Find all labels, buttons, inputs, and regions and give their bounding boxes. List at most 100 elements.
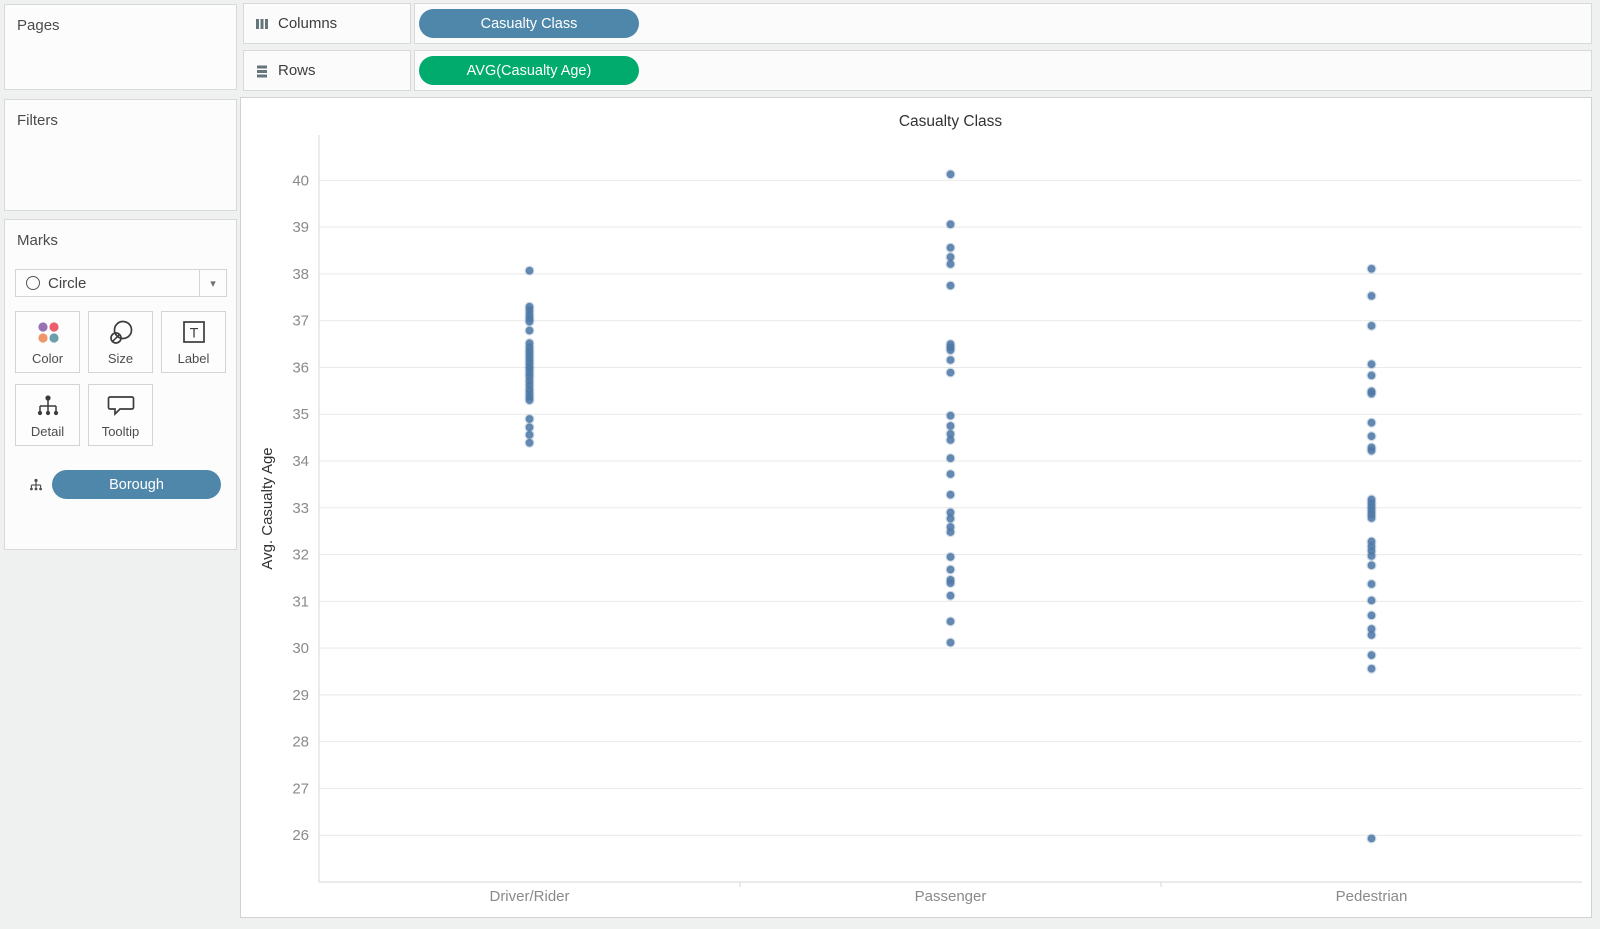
data-point[interactable] (945, 513, 956, 524)
data-point[interactable] (524, 437, 535, 448)
data-point[interactable] (945, 242, 956, 253)
y-tick-label: 27 (292, 780, 309, 797)
data-point[interactable] (945, 434, 956, 445)
data-point[interactable] (945, 527, 956, 538)
avg-casualty-age-pill[interactable]: AVG(Casualty Age) (419, 56, 639, 85)
data-point[interactable] (1366, 513, 1377, 524)
data-point[interactable] (1366, 431, 1377, 442)
rows-shelf-text: Rows (278, 62, 316, 79)
data-point[interactable] (945, 637, 956, 648)
data-point[interactable] (1366, 650, 1377, 661)
y-tick-label: 32 (292, 547, 309, 564)
y-tick-label: 36 (292, 359, 309, 376)
color-button-label: Color (31, 351, 64, 366)
label-t-icon: T (182, 321, 205, 343)
columns-shelf-text: Columns (278, 15, 338, 32)
borough-pill-label: Borough (109, 476, 164, 493)
detail-tree-icon (30, 478, 42, 490)
y-tick-label: 28 (292, 734, 309, 751)
data-point[interactable] (1366, 630, 1377, 641)
data-point[interactable] (524, 316, 535, 327)
casualty-class-pill[interactable]: Casualty Class (419, 9, 639, 38)
data-point[interactable] (1366, 550, 1377, 561)
rows-shelf[interactable]: AVG(Casualty Age) (414, 50, 1592, 91)
detail-button-label: Detail (30, 424, 65, 439)
data-point[interactable] (945, 469, 956, 480)
rows-icon (257, 65, 267, 77)
data-point[interactable] (1366, 445, 1377, 456)
y-tick-label: 26 (292, 827, 309, 844)
data-point[interactable] (945, 367, 956, 378)
data-point[interactable] (1366, 579, 1377, 590)
data-point[interactable] (945, 345, 956, 356)
label-button-label: Label (177, 351, 210, 366)
marks-title: Marks (17, 232, 58, 249)
data-point[interactable] (945, 564, 956, 575)
marks-pill-row: Borough (5, 470, 236, 499)
data-point[interactable] (1366, 595, 1377, 606)
data-point[interactable] (945, 616, 956, 627)
data-point[interactable] (524, 325, 535, 336)
y-tick-label: 31 (292, 593, 309, 610)
borough-pill[interactable]: Borough (52, 470, 221, 499)
tooltip-button[interactable]: Tooltip (88, 384, 153, 446)
mark-type-dropdown[interactable]: Circle ▾ (15, 269, 227, 297)
tooltip-bubble-icon (107, 396, 134, 417)
data-point[interactable] (945, 489, 956, 500)
column-field-header: Casualty Class (899, 113, 1003, 130)
casualty-class-pill-label: Casualty Class (480, 15, 578, 32)
data-point[interactable] (945, 453, 956, 464)
x-category-label[interactable]: Driver/Rider (489, 888, 569, 905)
data-point[interactable] (945, 280, 956, 291)
data-point[interactable] (1366, 320, 1377, 331)
avg-casualty-age-pill-label: AVG(Casualty Age) (466, 62, 592, 79)
detail-tree-icon (37, 395, 58, 416)
data-point[interactable] (524, 429, 535, 440)
x-category-label[interactable]: Passenger (915, 888, 987, 905)
data-point[interactable] (1366, 370, 1377, 381)
data-point[interactable] (945, 410, 956, 421)
data-point[interactable] (1366, 388, 1377, 399)
y-tick-label: 35 (292, 406, 309, 423)
data-point[interactable] (524, 413, 535, 424)
circle-mark-icon (26, 276, 40, 290)
y-axis-title: Avg. Casualty Age (259, 447, 276, 569)
data-point[interactable] (945, 169, 956, 180)
detail-button[interactable]: Detail (15, 384, 80, 446)
color-button[interactable]: Color (15, 311, 80, 373)
data-point[interactable] (1366, 290, 1377, 301)
y-tick-label: 33 (292, 500, 309, 517)
tooltip-button-label: Tooltip (101, 424, 140, 439)
data-point[interactable] (524, 395, 535, 406)
data-point[interactable] (945, 578, 956, 589)
x-category-label[interactable]: Pedestrian (1336, 888, 1408, 905)
columns-shelf[interactable]: Casualty Class (414, 3, 1592, 44)
data-point[interactable] (945, 590, 956, 601)
size-circles-icon (109, 320, 132, 344)
data-point[interactable] (945, 354, 956, 365)
scatter-plot: 26 27 28 29 30 31 32 33 34 35 36 37 38 39 40 Casualty C… (259, 113, 1582, 905)
data-point[interactable] (524, 265, 535, 276)
y-tick-label: 30 (292, 640, 309, 657)
data-point[interactable] (1366, 610, 1377, 621)
y-tick-label: 39 (292, 219, 309, 236)
data-point[interactable] (1366, 263, 1377, 274)
data-point[interactable] (1366, 663, 1377, 674)
label-button[interactable]: T Label (161, 311, 226, 373)
filters-shelf[interactable]: Filters (4, 99, 237, 211)
data-point[interactable] (945, 420, 956, 431)
data-point[interactable] (1366, 417, 1377, 428)
size-button[interactable]: Size (88, 311, 153, 373)
data-point[interactable] (1366, 833, 1377, 844)
data-point[interactable] (945, 551, 956, 562)
color-dots-icon (37, 322, 59, 343)
data-point[interactable] (945, 259, 956, 270)
pages-shelf[interactable]: Pages (4, 4, 237, 90)
data-point[interactable] (945, 219, 956, 230)
data-point[interactable] (1366, 560, 1377, 571)
y-tick-label: 40 (292, 172, 309, 189)
chevron-down-icon[interactable]: ▾ (199, 270, 226, 296)
data-point[interactable] (1366, 359, 1377, 370)
chart-view: 26 27 28 29 30 31 32 33 34 35 36 37 38 39 40 Casualty C… (240, 97, 1592, 918)
